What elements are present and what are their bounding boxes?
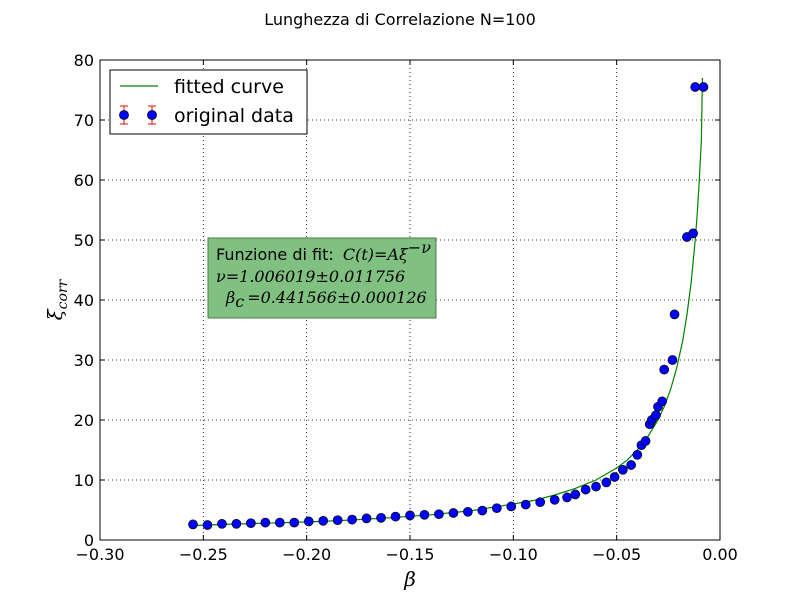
data-point xyxy=(609,472,620,482)
fit-annotation: Funzione di fit: C(t)=Aξ−ν ν=1.006019±0.… xyxy=(207,237,437,319)
data-point xyxy=(669,309,680,320)
x-axis-label: β xyxy=(403,567,416,591)
data-point xyxy=(580,484,591,495)
legend-label-original-data: original data xyxy=(174,105,294,127)
fitted-curve-line xyxy=(192,77,703,527)
y-tick-label: 70 xyxy=(74,111,94,130)
data-point xyxy=(274,517,285,528)
svg-text:ξcorr: ξcorr xyxy=(43,278,71,320)
fit-nu-value: ν=1.006019±0.011756 xyxy=(216,267,405,286)
y-axis-label-base: ξ xyxy=(43,308,67,320)
data-point xyxy=(570,489,581,500)
data-point xyxy=(202,520,213,530)
fit-annotation-box xyxy=(207,237,437,319)
data-point xyxy=(640,436,651,446)
data-point xyxy=(657,396,667,407)
data-point xyxy=(318,515,329,526)
x-axis-ticks: −0.30 −0.25 −0.20 −0.15 −0.10 −0.05 0.00 xyxy=(75,60,738,564)
fit-beta-line: βc =0.441566±0.000126 xyxy=(225,288,427,311)
fit-beta-symbol: β xyxy=(225,288,235,307)
data-point xyxy=(448,508,459,518)
data-point xyxy=(303,516,314,527)
data-point xyxy=(601,477,612,488)
y-axis-label: ξcorr xyxy=(43,278,71,320)
data-point xyxy=(419,509,430,520)
data-point xyxy=(651,410,661,421)
y-tick-label: 20 xyxy=(74,411,94,430)
data-point xyxy=(562,492,572,503)
fit-beta-value: =0.441566±0.000126 xyxy=(247,288,427,307)
data-point xyxy=(688,228,698,239)
data-point xyxy=(390,511,401,522)
legend: fitted curve original data xyxy=(109,69,308,135)
data-point xyxy=(618,464,628,475)
data-point xyxy=(188,519,198,530)
data-markers-layer xyxy=(188,82,709,530)
y-tick-label: 10 xyxy=(74,471,94,490)
y-axis-label-sub: corr xyxy=(55,278,71,309)
x-tick-label: −0.20 xyxy=(282,545,331,564)
data-point xyxy=(347,514,357,525)
fit-beta-subscript: c xyxy=(235,292,244,311)
data-point xyxy=(690,82,701,92)
data-point xyxy=(667,355,678,365)
data-point xyxy=(520,499,531,510)
fitted-curve-layer xyxy=(192,77,703,527)
x-tick-label: −0.25 xyxy=(179,545,228,564)
data-point xyxy=(231,518,242,529)
data-point xyxy=(332,515,343,526)
y-tick-label: 40 xyxy=(74,291,94,310)
y-tick-label: 50 xyxy=(74,231,94,250)
data-point xyxy=(626,460,636,470)
y-tick-label: 30 xyxy=(74,351,94,370)
data-point xyxy=(549,494,560,505)
x-tick-label: −0.15 xyxy=(385,545,434,564)
legend-box xyxy=(109,69,308,135)
data-point xyxy=(361,513,372,524)
data-point xyxy=(659,364,670,375)
data-point xyxy=(217,518,227,529)
data-point xyxy=(591,481,601,492)
x-tick-label: −0.10 xyxy=(489,545,538,564)
x-tick-label: −0.05 xyxy=(592,545,641,564)
data-point xyxy=(405,510,415,521)
data-point xyxy=(246,518,256,529)
y-tick-label: 80 xyxy=(74,51,94,70)
legend-label-fitted-curve: fitted curve xyxy=(174,76,284,98)
x-tick-label: 0.00 xyxy=(702,545,738,564)
data-point xyxy=(632,449,643,460)
fit-formula: C(t)=Aξ xyxy=(343,245,409,264)
data-point xyxy=(535,497,546,508)
fit-label: Funzione di fit: xyxy=(216,245,334,264)
x-tick-label: −0.30 xyxy=(75,545,124,564)
data-point xyxy=(289,517,300,528)
y-axis-ticks: 0 10 20 30 40 50 60 70 80 xyxy=(74,51,720,550)
data-point xyxy=(463,506,473,517)
data-point xyxy=(491,503,502,514)
y-tick-label: 0 xyxy=(84,531,94,550)
data-point xyxy=(260,517,271,528)
legend-marker-swatch xyxy=(119,105,157,125)
data-point xyxy=(434,509,444,520)
y-tick-label: 60 xyxy=(74,171,94,190)
chart-title: Lunghezza di Correlazione N=100 xyxy=(264,10,536,29)
data-point xyxy=(698,82,709,92)
data-point xyxy=(477,505,488,516)
fit-formula-exponent: −ν xyxy=(408,238,431,257)
data-point xyxy=(506,501,517,512)
data-point xyxy=(376,512,386,523)
fit-formula-line: Funzione di fit: C(t)=Aξ−ν xyxy=(216,238,431,264)
